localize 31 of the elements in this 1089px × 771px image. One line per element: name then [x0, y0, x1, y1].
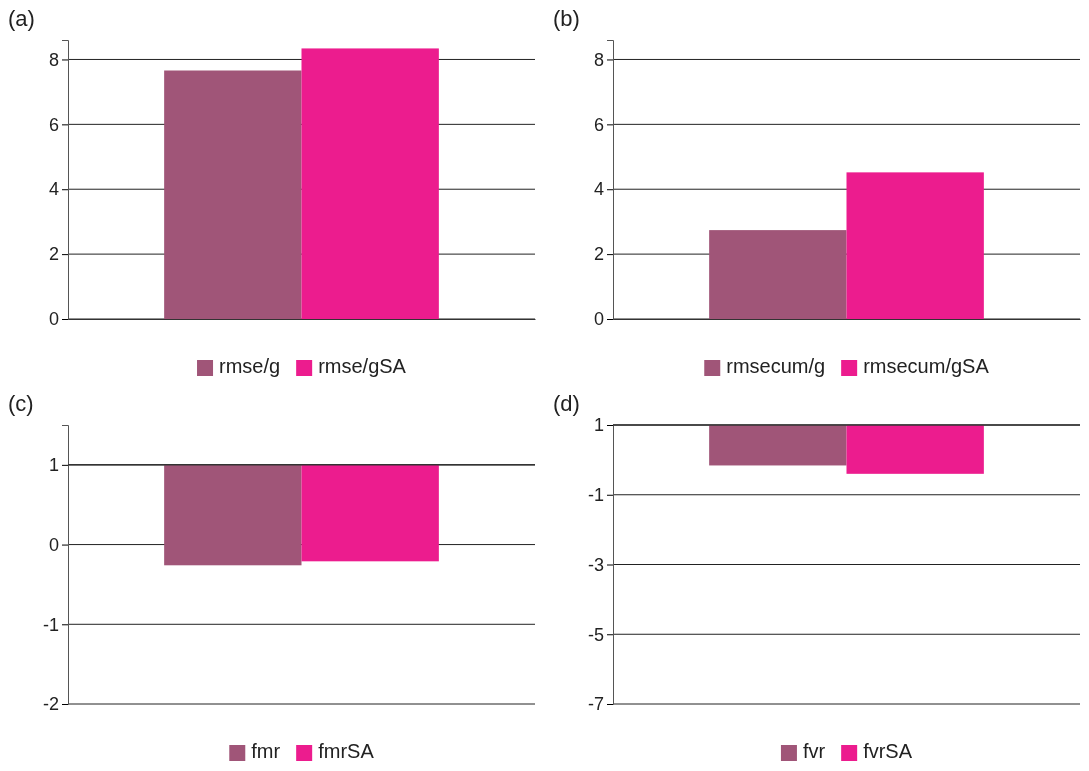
y-tick-label: 6: [593, 114, 604, 135]
y-tick-label: 2: [593, 244, 604, 265]
y-tick-label: -5: [587, 624, 604, 645]
y-tick-label: -1: [42, 614, 59, 635]
y-tick-label: -2: [42, 694, 59, 715]
legend-label: fmr: [251, 740, 281, 762]
y-tick-label: 1: [48, 455, 59, 476]
legend-label: rmse/gSA: [318, 355, 407, 377]
y-tick-label: 2: [48, 244, 59, 265]
y-tick-label: 0: [593, 309, 604, 330]
chart-title: (d): [553, 391, 580, 416]
y-tick-label: -7: [587, 694, 604, 715]
chart-title: (c): [8, 391, 34, 416]
y-tick-label: 4: [48, 179, 59, 200]
y-tick-label: 6: [48, 114, 59, 135]
y-tick-label: 8: [593, 49, 604, 70]
legend-label: fvrSA: [863, 740, 913, 762]
y-tick-label: 1: [593, 415, 604, 436]
legend-label: rmsecum/g: [726, 355, 826, 377]
y-tick-label: 4: [593, 179, 604, 200]
y-tick-label: 0: [48, 534, 59, 555]
chart-title: (b): [553, 6, 580, 31]
y-tick-label: 8: [48, 49, 59, 70]
legend-label: fmrSA: [318, 740, 375, 762]
y-tick-label: -1: [587, 485, 604, 506]
legend-label: rmse/g: [219, 355, 281, 377]
legend-label: rmsecum/gSA: [863, 355, 990, 377]
y-tick-label: 0: [48, 309, 59, 330]
legend-label: fvr: [802, 740, 826, 762]
chart-title: (a): [8, 6, 35, 31]
y-tick-label: -3: [587, 554, 604, 575]
